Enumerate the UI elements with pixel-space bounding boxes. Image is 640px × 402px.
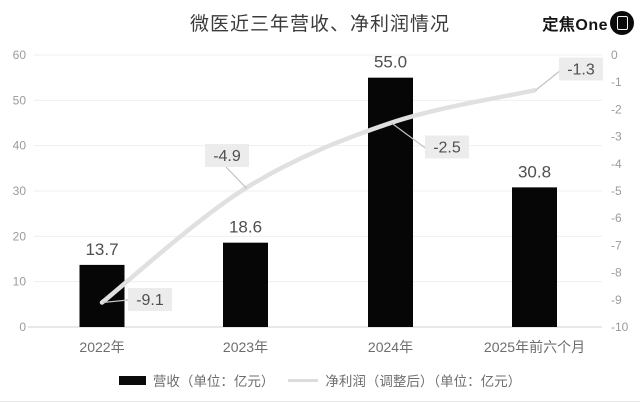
revenue-bar: [79, 264, 125, 327]
label-leader-line: [391, 122, 429, 151]
brand-logo-icon: [610, 11, 634, 35]
x-axis-category-label: 2025年前六个月: [484, 339, 585, 355]
brand-logo-text: 定焦One: [542, 17, 608, 34]
right-axis-tick: -10: [611, 320, 629, 334]
left-axis-tick: 50: [13, 93, 27, 107]
right-axis-tick: -8: [611, 266, 622, 280]
right-axis-tick: -3: [611, 130, 622, 144]
revenue-bar: [368, 77, 413, 328]
left-axis-tick: 0: [19, 320, 26, 334]
bar-value-label: 13.7: [85, 240, 118, 259]
label-leader-line: [102, 299, 129, 304]
right-axis-tick: -1: [611, 75, 622, 89]
right-axis-tick: -5: [611, 184, 622, 198]
right-axis-tick: -2: [611, 102, 622, 116]
left-axis-tick: 30: [13, 184, 27, 198]
bar-value-label: 55.0: [374, 53, 407, 72]
right-axis-tick: -7: [611, 238, 622, 252]
brand-logo: 定焦One: [542, 11, 634, 35]
label-leader-line: [535, 69, 562, 91]
x-axis-category-label: 2024年: [368, 339, 413, 355]
net-profit-line: [99, 88, 537, 305]
left-axis-tick: 10: [13, 275, 27, 289]
point-value-label: -1.3: [567, 62, 595, 79]
net-profit-line-swatch: [288, 378, 319, 382]
point-label-box: [205, 144, 249, 167]
x-axis-category-label: 2023年: [223, 339, 268, 355]
right-axis-tick: -9: [611, 293, 622, 307]
right-axis-tick: 0: [611, 48, 618, 62]
legend-revenue-label: 营收（单位：亿元）: [152, 374, 275, 389]
left-axis-tick: 40: [13, 139, 27, 153]
revenue-bar: [512, 187, 557, 327]
chart-legend: 营收（单位：亿元） 净利润（调整后）（单位：亿元）: [0, 368, 640, 392]
legend-net-profit-label: 净利润（调整后）（单位：亿元）: [325, 374, 522, 389]
right-axis-tick: -4: [611, 157, 622, 171]
point-value-label: -9.1: [136, 292, 164, 309]
left-axis-tick: 20: [13, 229, 27, 243]
revenue-bar: [223, 242, 268, 327]
right-axis-tick: -6: [611, 211, 622, 225]
legend-item-net-profit: 净利润（调整后）（单位：亿元）: [288, 370, 521, 390]
chart-title: 微医近三年营收、净利润情况: [189, 14, 450, 35]
point-value-label: -2.5: [433, 140, 461, 157]
left-axis-tick: 60: [13, 48, 27, 62]
x-axis-category-label: 2022年: [79, 339, 124, 355]
legend-item-revenue: 营收（单位：亿元）: [118, 370, 275, 390]
bar-value-label: 30.8: [518, 162, 551, 181]
bar-value-label: 18.6: [229, 218, 262, 237]
revenue-bar-swatch: [118, 375, 146, 385]
point-label-box: [425, 135, 469, 159]
point-value-label: -4.9: [213, 148, 241, 165]
point-label-box: [128, 288, 172, 311]
label-leader-line: [225, 166, 247, 189]
point-label-box: [559, 57, 603, 81]
